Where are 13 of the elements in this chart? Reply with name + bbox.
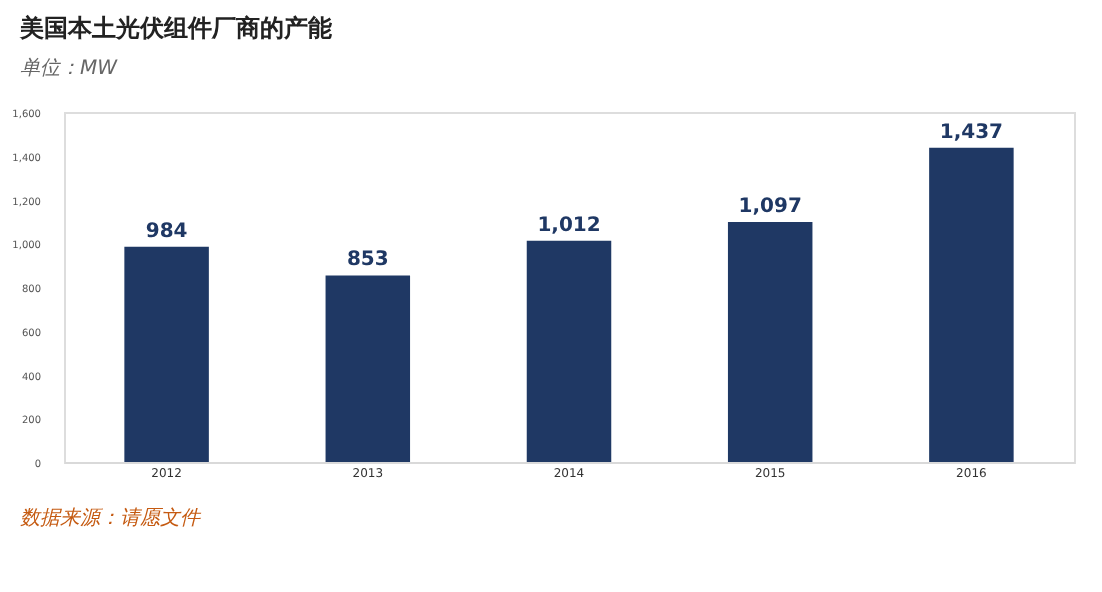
chart-title: 美国本土光伏组件厂商的产能 [18,14,334,42]
source-note: 数据来源：请愿文件 [20,506,202,530]
chart-subtitle: 单位：MW [20,56,120,80]
data-label: 1,012 [537,214,601,237]
bar [325,275,411,462]
bar [727,222,813,462]
data-label: 984 [145,220,188,243]
bar [124,246,209,462]
data-label: 853 [346,249,389,272]
data-label: 1,097 [738,196,802,219]
bar [929,147,1014,462]
bar [526,240,612,462]
data-label: 1,437 [939,121,1004,144]
